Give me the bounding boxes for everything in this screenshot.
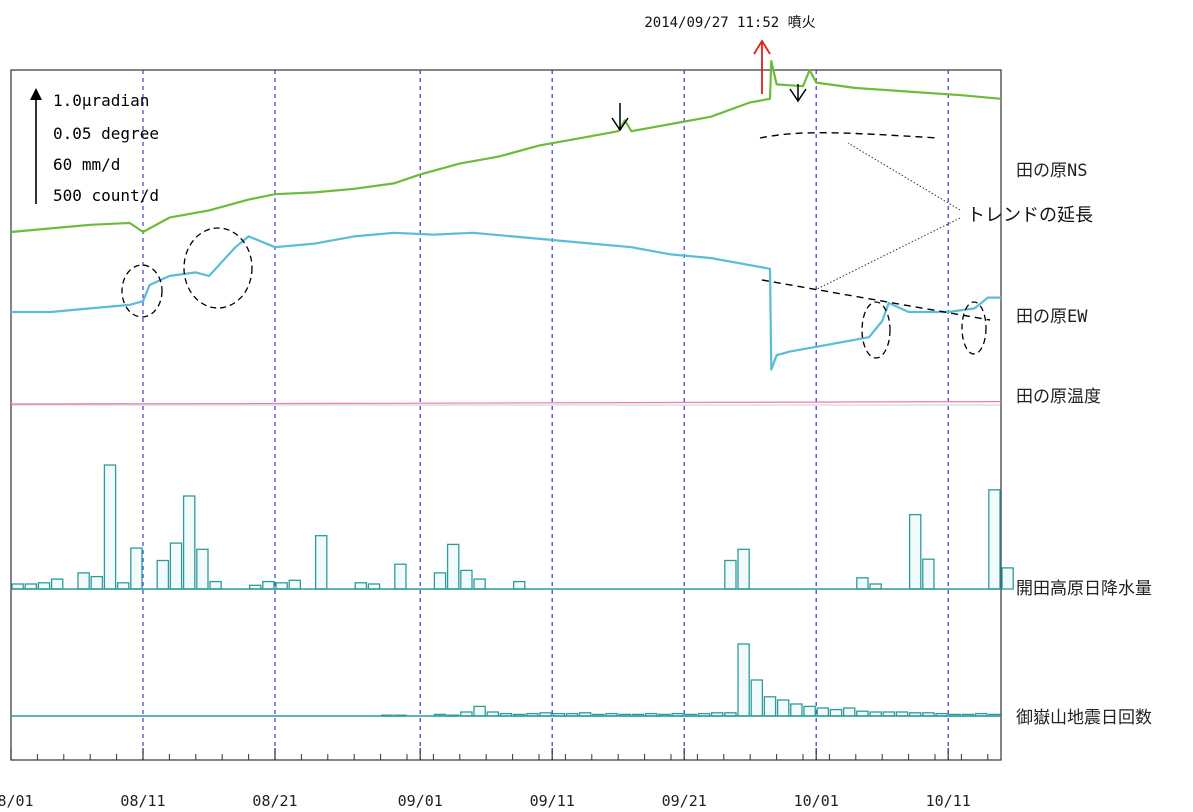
bar-0-5 [77, 572, 90, 590]
x-axis-ticks: 08/01 08/11 08/21 09/01 09/11 09/21 10/01 10/11 [0, 748, 989, 810]
bar-0-55 [737, 548, 750, 590]
series-label-quake: 御嶽山地震日回数 [1016, 708, 1152, 728]
bar-0-23 [314, 535, 328, 590]
series-label-rain: 開田高原日降水量 [1016, 579, 1152, 599]
bar-0-21 [288, 579, 302, 590]
bar-0-38 [512, 580, 526, 590]
series-line-1 [11, 231, 1001, 371]
bar-series [11, 464, 1014, 717]
bar-0-11 [156, 559, 170, 590]
bar-0-19 [262, 580, 275, 590]
bar-1-58 [776, 699, 790, 717]
eruption-arrow-icon [753, 39, 771, 94]
series-label-ns: 田の原NS [1016, 161, 1087, 181]
bar-0-2 [37, 582, 51, 590]
scale-arrowhead-icon [30, 88, 42, 100]
scale-label-tilt: 1.0μradian [53, 91, 149, 110]
plot-frame [10, 69, 1002, 761]
bar-0-13 [182, 495, 196, 590]
scale-label-quake: 500 count/d [53, 186, 159, 205]
trend-line-ns [759, 132, 939, 139]
x-tick-label: 09/11 [530, 792, 575, 810]
bar-0-3 [50, 578, 64, 590]
x-tick-label: 09/21 [662, 792, 707, 810]
series-line-2 [10, 401, 1002, 405]
bar-1-55 [737, 643, 750, 717]
series-label-temp: 田の原温度 [1016, 387, 1101, 407]
trend-leader-ew [814, 217, 961, 291]
bar-1-57 [763, 696, 777, 717]
bar-0-35 [473, 578, 486, 590]
bar-1-60 [803, 705, 816, 717]
bar-1-59 [790, 703, 803, 717]
x-tick-label: 08/01 [0, 792, 34, 810]
series-line-0 [10, 59, 1002, 234]
bar-0-26 [354, 582, 368, 590]
bar-0-34 [460, 569, 473, 590]
bar-0-69 [922, 558, 935, 590]
trend-leader-ns [847, 142, 961, 211]
bar-0-54 [724, 559, 737, 590]
gridlines [142, 70, 949, 760]
trend-label: トレンドの延長 [967, 205, 1093, 226]
bar-0-9 [130, 547, 143, 590]
bar-0-68 [908, 513, 922, 590]
eruption-label: 2014/09/27 11:52 噴火 [644, 15, 815, 31]
highlight-circle-4 [961, 301, 987, 355]
highlight-circle-1 [121, 264, 163, 318]
x-tick-label: 10/01 [794, 792, 839, 810]
x-tick-label: 08/21 [252, 792, 297, 810]
bar-0-14 [196, 548, 209, 590]
bar-0-75 [1001, 567, 1014, 590]
bar-0-29 [394, 563, 407, 590]
bar-0-7 [103, 464, 117, 590]
bar-0-33 [446, 543, 460, 590]
bar-0-74 [988, 489, 1001, 590]
bar-1-62 [829, 708, 843, 717]
bar-1-61 [816, 707, 830, 717]
down-arrow-icon [611, 103, 629, 132]
bar-0-64 [856, 577, 869, 590]
bar-0-32 [433, 572, 447, 590]
bar-0-20 [275, 582, 288, 590]
x-tick-label: 08/11 [120, 792, 165, 810]
series-lines [10, 59, 1002, 405]
scale-label-temp: 0.05 degree [53, 124, 159, 143]
bar-0-6 [90, 575, 104, 590]
x-tick-label: 10/11 [926, 792, 971, 810]
highlight-circle-3 [861, 301, 891, 359]
bar-0-12 [169, 542, 183, 590]
x-tick-label: 09/01 [398, 792, 443, 810]
bar-0-15 [209, 580, 222, 590]
series-label-ew: 田の原EW [1016, 307, 1088, 327]
trend-line-ew [761, 279, 991, 321]
highlight-circle-2 [183, 227, 253, 309]
bar-0-8 [116, 582, 130, 590]
down-arrow-icon [789, 84, 807, 103]
bar-1-63 [842, 707, 856, 717]
bar-1-56 [750, 679, 764, 717]
bar-1-35 [473, 705, 486, 717]
scale-label-rain: 60 mm/d [53, 155, 120, 174]
